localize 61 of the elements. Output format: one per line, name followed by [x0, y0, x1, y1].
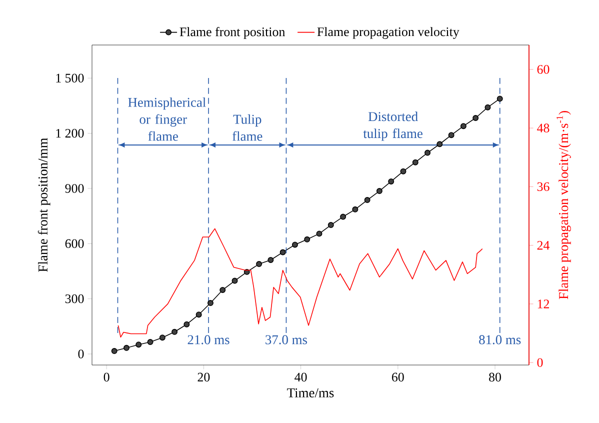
- point: [340, 214, 346, 220]
- point: [304, 236, 310, 242]
- point: [123, 344, 130, 351]
- point: [448, 132, 454, 138]
- annotation: Distorted tulip flame: [363, 112, 422, 141]
- point: [364, 197, 370, 204]
- y-tick-label: 1 500: [56, 74, 84, 82]
- x-tick-label: 80: [489, 372, 501, 382]
- point: [496, 96, 503, 102]
- y2-tick-label: 24: [537, 241, 550, 250]
- point: [196, 312, 202, 318]
- x-tick-label: 0: [104, 372, 110, 382]
- x-axis-title: Time/ms: [287, 388, 334, 398]
- point: [352, 206, 358, 212]
- point: [111, 348, 118, 354]
- point: [207, 300, 214, 306]
- y-tick-label: 300: [65, 294, 84, 304]
- point: [316, 230, 322, 237]
- point: [376, 188, 382, 194]
- point: [244, 268, 250, 275]
- y-tick-label: 0: [78, 350, 84, 358]
- y-tick-label: 1 200: [56, 128, 84, 138]
- ref-line-label: 81.0 ms: [479, 335, 521, 344]
- point: [159, 334, 166, 341]
- point: [184, 321, 190, 328]
- point: [412, 159, 418, 166]
- y-tick-label: 900: [65, 184, 84, 193]
- point: [424, 150, 431, 156]
- y2-tick-label: 36: [537, 182, 550, 192]
- point: [388, 178, 394, 184]
- point: [292, 242, 298, 248]
- y2-tick-label: 60: [537, 65, 550, 74]
- y-tick-label: 600: [65, 239, 84, 248]
- point: [280, 249, 286, 256]
- annotation: Hemispherical or finger flame: [128, 97, 206, 141]
- point: [147, 339, 154, 345]
- y2-axis-title: Flame propagation velocity/(m·s$^{-1}$): [556, 111, 571, 300]
- y-axis-title: Flame front position/mm: [38, 138, 50, 272]
- x-tick-label: 60: [392, 372, 404, 382]
- point: [232, 278, 238, 284]
- y2-tick-label: 0: [537, 358, 543, 367]
- legend-label: Flame front position: [180, 26, 286, 39]
- legend-label: Flame propagation velocity: [317, 27, 460, 39]
- point: [484, 104, 491, 110]
- y2-tick-label: 48: [537, 124, 550, 132]
- point: [460, 123, 466, 130]
- annotation: Tulip flame: [232, 114, 262, 141]
- point: [436, 141, 443, 148]
- point: [220, 286, 226, 293]
- point: [256, 261, 262, 268]
- x-tick-label: 20: [198, 372, 210, 382]
- point: [136, 342, 142, 348]
- ref-line-label: 37.0 ms: [266, 335, 308, 344]
- y2-tick-label: 12: [538, 300, 550, 308]
- ref-line-label: 21.0 ms: [188, 335, 230, 344]
- point: [400, 168, 406, 174]
- point: [172, 328, 178, 335]
- point: [472, 115, 479, 121]
- point: [328, 222, 334, 228]
- x-tick-label: 40: [294, 372, 307, 382]
- point: [268, 257, 274, 263]
